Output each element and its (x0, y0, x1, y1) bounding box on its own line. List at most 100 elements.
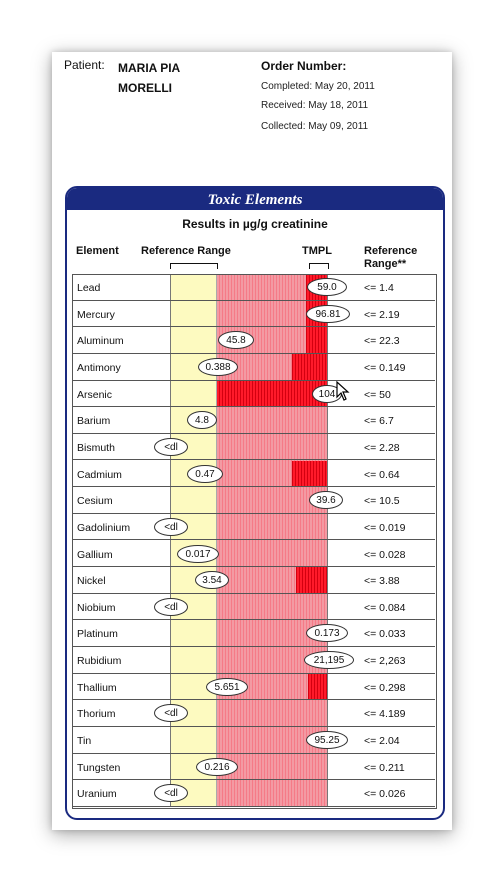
element-name: Lead (77, 282, 101, 294)
order-number-label: Order Number: (261, 59, 347, 73)
table-row (72, 274, 435, 301)
table-row (72, 541, 435, 568)
element-name: Nickel (77, 575, 106, 588)
result-marker: 95.25 (306, 731, 348, 750)
patient-name: MARIA PIA MORELLI (118, 58, 180, 98)
result-marker: <dl (154, 597, 188, 616)
table-row (72, 700, 435, 727)
result-marker: 39.6 (309, 491, 343, 510)
grid-line (170, 274, 171, 807)
result-marker: 0.47 (187, 464, 223, 483)
element-name: Barium (77, 415, 111, 428)
reference-range-bracket (170, 263, 218, 269)
toxic-bar (296, 567, 327, 593)
result-marker: <dl (154, 784, 188, 803)
table-row (72, 674, 435, 701)
result-value: 0.47 (195, 468, 215, 480)
result-marker: <dl (154, 437, 188, 456)
element-name: Antimony (77, 361, 121, 374)
element-name: Cesium (77, 495, 113, 508)
element-name: Aluminum (77, 335, 124, 348)
element-name: Arsenic (77, 388, 113, 401)
table-row (72, 594, 435, 621)
result-marker: 0.173 (306, 624, 348, 643)
reference-value: <= 2,263 (364, 655, 406, 668)
result-value: 59.0 (317, 282, 337, 293)
reference-value: <= 0.149 (364, 361, 406, 374)
result-marker: 21,195 (304, 651, 354, 670)
reference-value: <= 2.04 (364, 735, 400, 748)
result-value: <dl (164, 441, 178, 453)
completed-date: Completed: May 20, 2011 (261, 81, 375, 92)
result-marker: <dl (154, 704, 188, 723)
header-reference-range: Reference Range (141, 245, 231, 257)
result-value: 95.25 (314, 735, 340, 747)
element-name: Mercury (77, 308, 115, 321)
table-row (72, 327, 435, 354)
grid-line (216, 274, 217, 807)
table-row (72, 487, 435, 514)
table-row (72, 647, 435, 674)
result-marker: <dl (154, 517, 188, 536)
table-row (72, 567, 435, 594)
toxic-bar (292, 353, 327, 380)
result-value: 39.6 (316, 495, 336, 507)
units-caption: Results in µg/g creatinine (182, 217, 328, 231)
result-value: 0.017 (185, 548, 211, 560)
reference-value: <= 6.7 (364, 415, 394, 428)
element-name: Rubidium (77, 655, 122, 668)
result-marker: 5.651 (206, 677, 248, 696)
result-value: 5.651 (214, 681, 240, 693)
element-name: Tungsten (77, 761, 121, 774)
result-value: <dl (164, 788, 178, 800)
result-marker: 59.0 (307, 278, 347, 296)
reference-value: <= 2.28 (364, 441, 400, 454)
element-name: Gallium (77, 548, 113, 561)
reference-value: <= 0.211 (364, 761, 405, 774)
table-row (72, 620, 435, 648)
result-value: 4.8 (195, 415, 209, 427)
result-marker: 3.54 (195, 571, 229, 590)
reference-value: <= 0.033 (364, 628, 406, 641)
table-row (72, 514, 435, 541)
toxic-bar (308, 673, 327, 700)
header-tmpl: TMPL (302, 245, 332, 257)
result-marker: 0.017 (177, 544, 219, 563)
reference-value: <= 0.64 (364, 468, 400, 481)
element-name: Bismuth (77, 441, 115, 454)
element-name: Tin (77, 735, 92, 748)
result-marker: 45.8 (218, 331, 254, 350)
result-marker: 0.388 (198, 357, 238, 376)
result-value: 0.216 (204, 761, 230, 773)
reference-value: <= 0.026 (364, 788, 406, 801)
patient-name-line2: MORELLI (118, 81, 172, 95)
collected-date: Collected: May 09, 2011 (261, 121, 369, 132)
element-name: Uranium (77, 788, 117, 801)
mouse-cursor-icon (336, 381, 350, 401)
grid-line (327, 274, 328, 807)
element-name: Niobium (77, 601, 116, 614)
result-marker: 4.8 (187, 411, 217, 430)
panel-title: Toxic Elements (67, 188, 443, 210)
table-row (72, 381, 435, 408)
element-name: Platinum (77, 628, 118, 641)
table-row (72, 301, 435, 328)
reference-value: <= 10.5 (364, 495, 400, 508)
reference-value: <= 1.4 (364, 282, 394, 294)
reference-value: <= 0.298 (364, 681, 406, 694)
table-row (72, 434, 435, 461)
table-row (72, 780, 435, 807)
result-value: 3.54 (202, 575, 222, 587)
reference-value: <= 0.019 (364, 521, 406, 534)
table-row (72, 727, 435, 754)
element-name: Cadmium (77, 468, 122, 481)
result-value: 0.388 (205, 361, 231, 373)
reference-value: <= 4.189 (364, 708, 406, 721)
table-row (72, 354, 435, 381)
element-name: Thallium (77, 681, 117, 694)
table-row (72, 407, 435, 434)
reference-value: <= 50 (364, 388, 391, 401)
patient-label: Patient: (64, 58, 105, 72)
results-grid (72, 274, 437, 809)
result-value: <dl (164, 708, 178, 720)
